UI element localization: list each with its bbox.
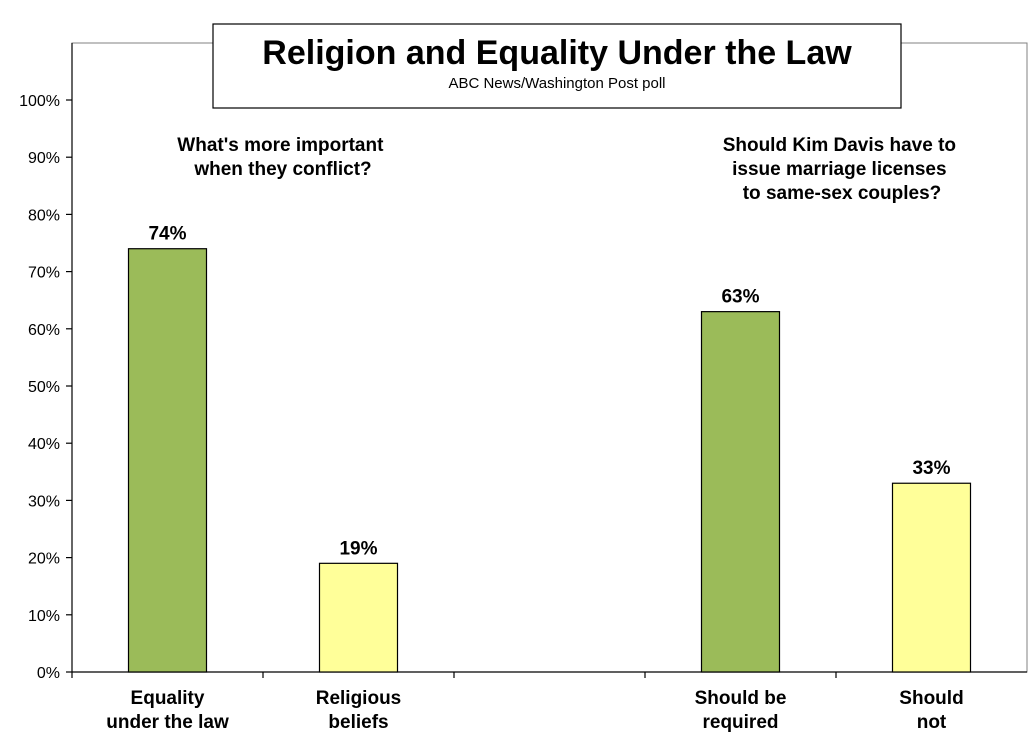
y-tick-label: 70% [28, 265, 60, 282]
data-labels: 74% 19% 63% 33% [148, 224, 950, 560]
bar [127, 248, 208, 673]
y-tick-label: 20% [28, 551, 60, 568]
y-tick-label: 0% [37, 665, 60, 682]
category-labels: Equality under the law Religious beliefs Sho… [106, 688, 963, 732]
y-tick-label: 80% [28, 207, 60, 224]
y-tick-label: 40% [28, 436, 60, 453]
data-label: 33% [912, 458, 950, 479]
x-axis-ticks [71, 672, 837, 678]
question-2-line: Should Kim Davis have to [723, 135, 956, 156]
y-tick-label: 60% [28, 322, 60, 339]
y-tick-label: 10% [28, 608, 60, 625]
category-label-line: Should [899, 688, 963, 709]
y-tick-label: 30% [28, 493, 60, 510]
category-label-line: not [917, 712, 947, 732]
category-label-line: beliefs [328, 712, 388, 732]
category-label: Should not [899, 688, 963, 732]
title-box [212, 23, 902, 109]
y-tick-label: 90% [28, 150, 60, 167]
y-axis-ticks: 0% 10% 20% 30% 40% 50% 60% 70% 80% 90% 100% [19, 93, 72, 682]
data-label: 74% [148, 224, 186, 245]
chart-title: Religion and Equality Under the Law [262, 34, 852, 72]
question-2-line: issue marriage licenses [732, 159, 946, 180]
category-label: Should be required [695, 688, 787, 732]
category-label-line: under the law [106, 712, 229, 732]
y-tick-label: 50% [28, 379, 60, 396]
category-label-line: Equality [131, 688, 205, 709]
bar [700, 311, 781, 673]
category-label: Equality under the law [106, 688, 229, 732]
category-label-line: Should be [695, 688, 787, 709]
category-label-line: Religious [316, 688, 402, 709]
question-2-line: to same-sex couples? [743, 183, 942, 204]
category-label-line: required [702, 712, 778, 732]
question-2: Should Kim Davis have to issue marriage … [723, 135, 962, 204]
question-1: What's more important when they conflict… [177, 135, 388, 180]
bars [127, 248, 972, 673]
data-label: 19% [339, 538, 377, 559]
bar [318, 562, 399, 673]
category-label: Religious beliefs [316, 688, 402, 732]
question-1-line: What's more important [177, 135, 384, 156]
bar [891, 482, 972, 673]
question-1-line: when they conflict? [193, 159, 371, 180]
chart-subtitle: ABC News/Washington Post poll [448, 75, 665, 92]
y-tick-label: 100% [19, 93, 60, 110]
data-label: 63% [721, 287, 759, 308]
